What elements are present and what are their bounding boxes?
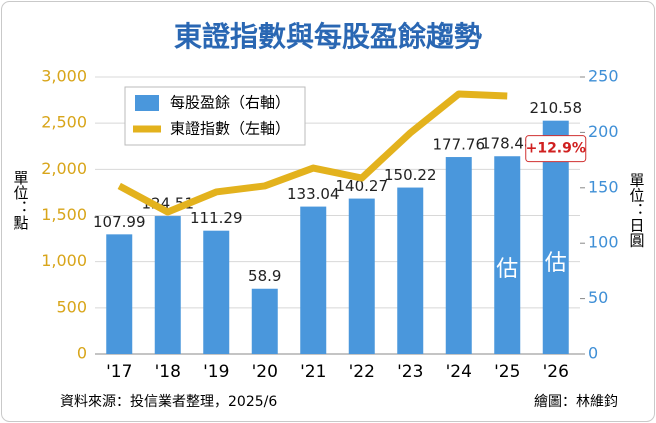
bar <box>348 198 375 354</box>
y2-tick-label: 50 <box>588 288 608 307</box>
credit: 繪圖：林維鈞 <box>534 393 618 410</box>
chart-title: 東證指數與每股盈餘趨勢 <box>174 20 482 53</box>
x-tick-label: '21 <box>300 362 326 382</box>
x-tick-label: '23 <box>397 362 423 382</box>
x-tick-label: '20 <box>252 362 278 382</box>
y2-tick-label: 0 <box>588 344 598 363</box>
legend-label: 東證指數（左軸） <box>170 120 290 138</box>
x-tick-label: '24 <box>446 362 472 382</box>
data-label: 107.99 <box>93 213 146 231</box>
y-tick-label: 0 <box>77 344 87 363</box>
y-tick-label: 1,500 <box>41 205 87 224</box>
data-label: 150.22 <box>384 166 437 184</box>
y-axis-label: 單位：點 <box>12 170 30 230</box>
data-label: 177.76 <box>433 136 486 154</box>
bar <box>397 187 424 354</box>
bar <box>203 230 230 354</box>
line <box>117 90 508 216</box>
bar <box>445 157 472 354</box>
annotation: +12.9% <box>526 141 586 157</box>
x-tick-label: '26 <box>543 362 569 382</box>
data-label: 210.58 <box>530 99 583 117</box>
y2-tick-label: 100 <box>588 233 619 252</box>
annotation: 估 <box>496 257 518 282</box>
x-tick-label: '22 <box>349 362 375 382</box>
y2-tick-label: 250 <box>588 67 619 86</box>
y-tick-label: 3,000 <box>41 67 87 86</box>
data-label: 140.27 <box>336 177 389 195</box>
y2-tick-label: 200 <box>588 122 619 141</box>
x-tick-label: '19 <box>203 362 229 382</box>
x-tick-label: '25 <box>494 362 520 382</box>
y-tick-label: 1,000 <box>41 251 87 270</box>
data-label: 111.29 <box>190 209 243 227</box>
y2-tick-label: 150 <box>588 177 619 196</box>
y-tick-label: 2,500 <box>41 113 87 132</box>
annotation-box <box>525 135 587 163</box>
x-tick-label: '17 <box>106 362 132 382</box>
bar <box>494 156 521 354</box>
y-tick-label: 2,000 <box>41 159 87 178</box>
annotation: 估 <box>545 251 567 276</box>
y-tick-label: 500 <box>56 297 87 316</box>
y2-axis-label: 單位：日圓 <box>628 173 646 248</box>
bar <box>300 206 327 354</box>
bar <box>251 288 278 354</box>
bar <box>154 216 181 354</box>
source: 資料來源：投信業者整理，2025/6 <box>60 394 277 410</box>
legend-label: 每股盈餘（右軸） <box>170 94 290 112</box>
legend-swatch <box>135 95 159 111</box>
data-label: 58.9 <box>248 267 281 285</box>
data-label: 178.48 <box>481 135 534 153</box>
x-tick-label: '18 <box>155 362 181 382</box>
bar <box>106 234 133 354</box>
data-label: 133.04 <box>287 185 340 203</box>
